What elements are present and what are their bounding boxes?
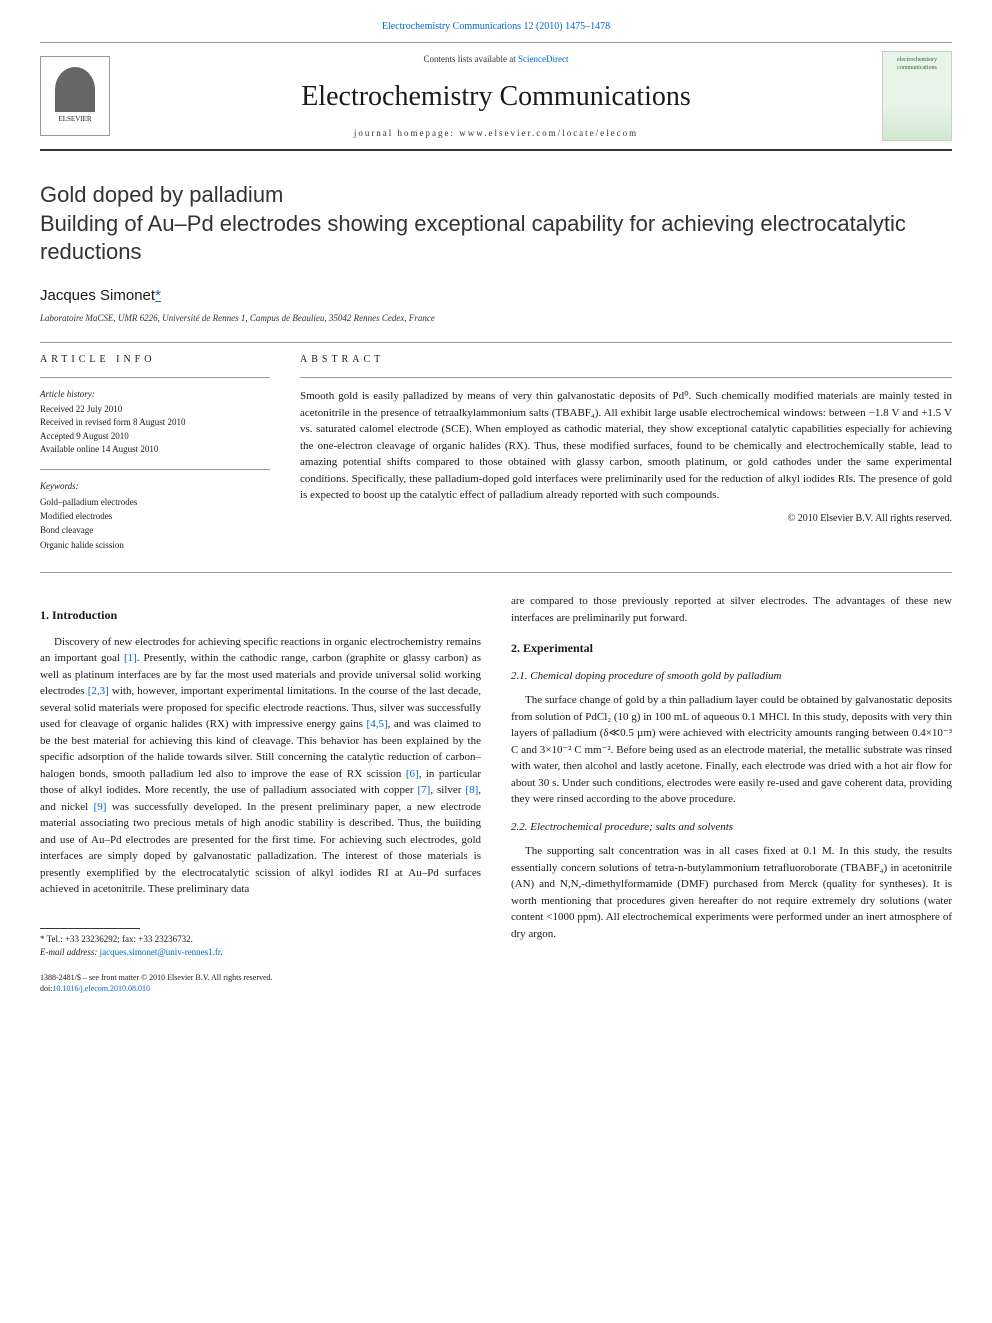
citation-link[interactable]: [7] [417, 784, 430, 796]
subsection-2-1-heading: 2.1. Chemical doping procedure of smooth… [511, 669, 952, 684]
intro-paragraph: Discovery of new electrodes for achievin… [40, 634, 481, 898]
intro-text: , silver [430, 784, 465, 796]
abstract-divider [300, 377, 952, 378]
journal-homepage: journal homepage: www.elsevier.com/locat… [125, 127, 867, 140]
publisher-name: ELSEVIER [58, 115, 91, 125]
elsevier-tree-icon [55, 67, 95, 112]
keyword-item: Organic halide scission [40, 538, 270, 552]
citation-link[interactable]: [2,3] [88, 685, 109, 697]
abstract-copyright: © 2010 Elsevier B.V. All rights reserved… [300, 512, 952, 526]
exp-paragraph-2: The supporting salt concentration was in… [511, 843, 952, 942]
author-line: Jacques Simonet* [40, 285, 952, 306]
exp-paragraph-1: The surface change of gold by a thin pal… [511, 692, 952, 808]
divider-top [40, 342, 952, 343]
journal-cover-thumbnail: electrochemistry communications [882, 51, 952, 141]
sciencedirect-link[interactable]: ScienceDirect [518, 54, 568, 64]
info-divider-2 [40, 469, 270, 470]
intro-continuation: are compared to those previously reporte… [511, 593, 952, 626]
email-footnote: E-mail address: jacques.simonet@univ-ren… [40, 946, 481, 959]
doi-line: doi:10.1016/j.elecom.2010.08.010 [40, 983, 481, 994]
history-label: Article history: [40, 388, 270, 401]
contents-available-line: Contents lists available at ScienceDirec… [125, 53, 867, 66]
article-info-heading: ARTICLE INFO [40, 353, 270, 367]
issn-line: 1388-2481/$ – see front matter © 2010 El… [40, 972, 481, 983]
keywords-list: Gold–palladium electrodes Modified elect… [40, 495, 270, 553]
banner-center: Contents lists available at ScienceDirec… [125, 53, 867, 139]
subsection-2-2-heading: 2.2. Electrochemical procedure; salts an… [511, 820, 952, 835]
intro-text: was successfully developed. In the prese… [40, 801, 481, 896]
citation-link[interactable]: [4,5] [367, 718, 388, 730]
affiliation: Laboratoire MaCSE, UMR 6226, Université … [40, 312, 952, 325]
journal-banner: ELSEVIER Contents lists available at Sci… [40, 42, 952, 151]
keyword-item: Gold–palladium electrodes [40, 495, 270, 509]
section-2-heading: 2. Experimental [511, 640, 952, 657]
divider-bottom [40, 572, 952, 573]
footer-meta: 1388-2481/$ – see front matter © 2010 El… [40, 972, 481, 994]
keywords-label: Keywords: [40, 480, 270, 493]
article-title: Gold doped by palladium Building of Au–P… [40, 181, 952, 267]
citation-link[interactable]: [9] [94, 801, 107, 813]
author-email-link[interactable]: jacques.simonet@univ-rennes1.fr [100, 947, 221, 957]
abstract-text: Smooth gold is easily palladized by mean… [300, 388, 952, 504]
email-label: E-mail address: [40, 947, 100, 957]
elsevier-logo: ELSEVIER [40, 56, 110, 136]
citation-link[interactable]: [8] [465, 784, 478, 796]
history-dates: Received 22 July 2010 Received in revise… [40, 403, 270, 457]
corresponding-author-mark[interactable]: * [155, 287, 161, 304]
doi-label: doi: [40, 984, 52, 993]
corresponding-footnote: * Tel.: +33 23236292; fax: +33 23236732. [40, 933, 481, 946]
journal-citation-link[interactable]: Electrochemistry Communications 12 (2010… [40, 20, 952, 34]
abstract-section: ABSTRACT Smooth gold is easily palladize… [300, 353, 952, 552]
citation-link[interactable]: [1] [124, 652, 137, 664]
contents-text: Contents lists available at [424, 54, 518, 64]
title-line-1: Gold doped by palladium [40, 182, 283, 207]
keyword-item: Bond cleavage [40, 523, 270, 537]
cover-text: electrochemistry communications [897, 57, 937, 71]
title-line-2: Building of Au–Pd electrodes showing exc… [40, 211, 906, 265]
footnote-divider [40, 928, 140, 929]
abstract-heading: ABSTRACT [300, 353, 952, 367]
info-abstract-row: ARTICLE INFO Article history: Received 2… [40, 353, 952, 552]
author-name: Jacques Simonet [40, 287, 155, 304]
info-divider-1 [40, 377, 270, 378]
article-info-sidebar: ARTICLE INFO Article history: Received 2… [40, 353, 270, 552]
body-columns: 1. Introduction Discovery of new electro… [40, 593, 952, 994]
journal-title: Electrochemistry Communications [125, 77, 867, 116]
email-suffix: . [220, 947, 222, 957]
keyword-item: Modified electrodes [40, 509, 270, 523]
citation-link[interactable]: [6] [406, 768, 419, 780]
section-1-heading: 1. Introduction [40, 607, 481, 624]
doi-link[interactable]: 10.1016/j.elecom.2010.08.010 [52, 984, 150, 993]
